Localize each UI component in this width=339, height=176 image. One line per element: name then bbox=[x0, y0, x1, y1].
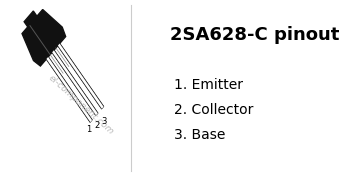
Polygon shape bbox=[58, 43, 104, 109]
Text: 2SA628-C pinout: 2SA628-C pinout bbox=[170, 26, 339, 44]
Polygon shape bbox=[52, 50, 98, 116]
Polygon shape bbox=[58, 44, 103, 109]
Text: 3. Base: 3. Base bbox=[174, 128, 225, 142]
Text: 1. Emitter: 1. Emitter bbox=[174, 78, 243, 92]
Text: el-component.com: el-component.com bbox=[47, 73, 116, 137]
Text: 2: 2 bbox=[94, 121, 99, 130]
Text: 2. Collector: 2. Collector bbox=[174, 103, 253, 117]
Text: 3: 3 bbox=[102, 117, 107, 126]
Text: 1: 1 bbox=[86, 125, 92, 134]
Polygon shape bbox=[24, 11, 37, 27]
Polygon shape bbox=[52, 50, 98, 115]
Polygon shape bbox=[22, 10, 66, 66]
Polygon shape bbox=[46, 57, 92, 122]
Polygon shape bbox=[46, 57, 92, 122]
